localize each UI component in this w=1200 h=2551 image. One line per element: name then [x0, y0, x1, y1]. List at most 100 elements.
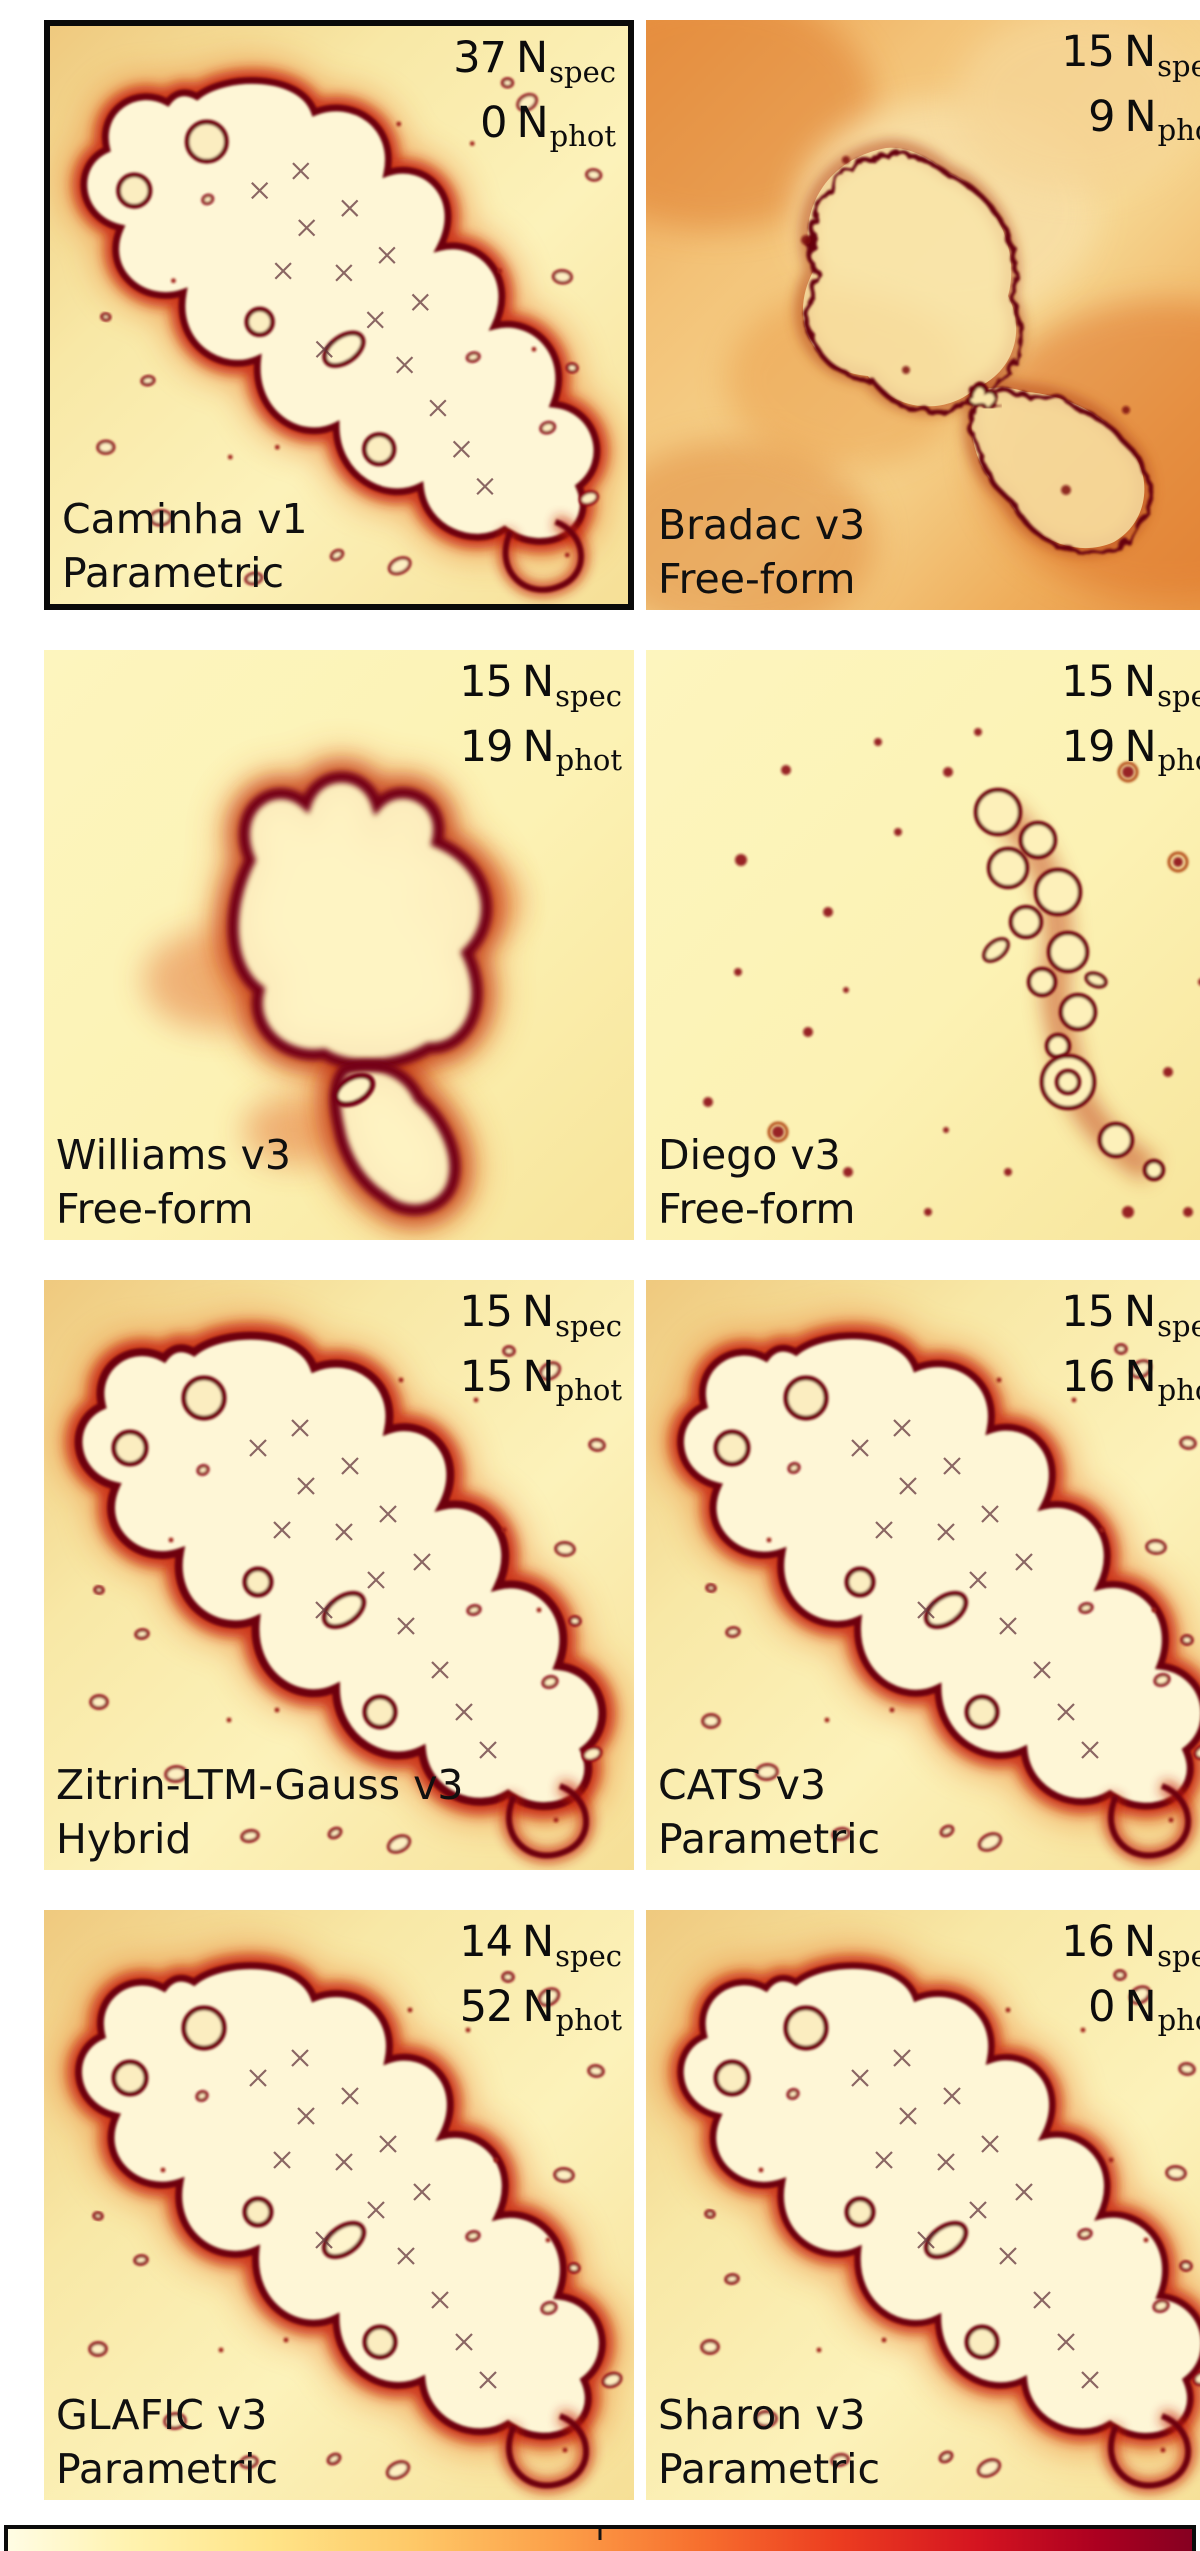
spec-subscript: spec	[1157, 678, 1200, 713]
phot-subscript: phot	[555, 1373, 622, 1408]
n-unit: N	[516, 97, 549, 148]
phot-subscript: phot	[1157, 2003, 1200, 2038]
nspec-value: 14	[459, 1917, 513, 1967]
constraint-counts: 14 Nspec 52 Nphot	[459, 1910, 622, 2039]
magnification-map-image	[44, 1280, 634, 1870]
spec-subscript: spec	[1157, 1308, 1200, 1343]
nphot-value: 16	[1061, 1351, 1116, 1402]
magnification-map-image	[44, 650, 634, 1240]
spec-subscript: spec	[1157, 48, 1200, 83]
phot-subscript: phot	[1157, 1373, 1200, 1408]
magnification-map-panel: 14 Nspec 52 Nphot GLAFIC v3 Parametric	[44, 1910, 634, 2500]
phot-subscript: phot	[549, 119, 616, 154]
nspec-value: 37	[453, 33, 507, 83]
nphot-count: 16Nphot	[1061, 1345, 1200, 1410]
magnification-map-image	[44, 1910, 634, 2500]
model-name: CATS v3	[658, 1761, 826, 1810]
constraint-counts: 37 Nspec 0 Nphot	[453, 26, 616, 155]
model-name: GLAFIC v3	[56, 2391, 268, 2440]
model-label: Williams v3 Free-form	[56, 1129, 291, 1236]
model-label: Bradac v3 Free-form	[658, 499, 865, 606]
magnification-map-panel: 15 Nspec 15 Nphot Zitrin-LTM-Gauss v3 Hybr…	[44, 1280, 634, 1870]
constraint-counts: 15 Nspec 15 Nphot	[459, 1280, 622, 1409]
nphot-value: 19	[459, 721, 514, 772]
nspec-value: 16	[1061, 1917, 1115, 1967]
magnification-map-image	[646, 1280, 1200, 1870]
n-unit: N	[521, 1917, 555, 1967]
n-unit: N	[1123, 657, 1157, 707]
model-method: Free-form	[658, 554, 856, 603]
nphot-value: 19	[1061, 721, 1116, 772]
nspec-count: 16Nspec	[1061, 1910, 1200, 1975]
model-name: Diego v3	[658, 1131, 841, 1180]
nphot-count: 52 Nphot	[459, 1975, 622, 2040]
nphot-count: 15 Nphot	[459, 1345, 622, 1410]
nphot-value: 0	[1088, 1981, 1115, 2032]
n-unit: N	[521, 1287, 555, 1337]
model-name: Sharon v3	[658, 2391, 866, 2440]
model-name: Bradac v3	[658, 501, 866, 550]
phot-subscript: phot	[555, 2003, 622, 2038]
model-label: Diego v3 Free-form	[658, 1129, 855, 1236]
model-method: Hybrid	[56, 1814, 192, 1863]
n-unit: N	[522, 721, 555, 772]
model-label: CATS v3 Parametric	[658, 1759, 880, 1866]
nspec-value: 15	[459, 657, 513, 707]
spec-subscript: spec	[1157, 1938, 1200, 1973]
nspec-count: 37 Nspec	[453, 26, 616, 91]
magnification-map-panel: 37 Nspec 0 Nphot Caminha v1 Parametric	[44, 20, 634, 610]
model-method: Free-form	[56, 1184, 254, 1233]
n-unit: N	[1123, 1917, 1157, 1967]
nspec-count: 14 Nspec	[459, 1910, 622, 1975]
spec-subscript: spec	[549, 54, 616, 89]
nspec-value: 15	[1061, 1287, 1115, 1337]
n-unit: N	[1124, 1351, 1157, 1402]
model-method: Parametric	[658, 1814, 881, 1863]
magnification-map-image	[50, 26, 628, 604]
n-unit: N	[522, 1351, 555, 1402]
model-label: Zitrin-LTM-Gauss v3 Hybrid	[56, 1759, 463, 1866]
model-name: Caminha v1	[62, 495, 308, 544]
model-label: Sharon v3 Parametric	[658, 2389, 880, 2496]
n-unit: N	[515, 33, 549, 83]
nphot-value: 0	[480, 97, 507, 148]
nspec-value: 15	[1061, 657, 1115, 707]
model-method: Parametric	[56, 2444, 279, 2493]
phot-subscript: phot	[1157, 743, 1200, 778]
model-name: Zitrin-LTM-Gauss v3	[56, 1761, 464, 1810]
phot-subscript: phot	[1157, 113, 1200, 148]
nspec-value: 15	[459, 1287, 513, 1337]
n-unit: N	[521, 657, 555, 707]
nphot-value: 15	[459, 1351, 514, 1402]
n-unit: N	[1124, 1981, 1157, 2032]
model-label: GLAFIC v3 Parametric	[56, 2389, 278, 2496]
colorbar	[4, 2525, 1196, 2551]
colorbar-center-tick	[598, 2529, 602, 2540]
n-unit: N	[1124, 91, 1157, 142]
nphot-value: 52	[459, 1981, 514, 2032]
phot-subscript: phot	[555, 743, 622, 778]
n-unit: N	[1123, 1287, 1157, 1337]
magnification-map-panel: 15 Nspec 19 Nphot Williams v3 Free-form	[44, 650, 634, 1240]
model-method: Parametric	[658, 2444, 881, 2493]
